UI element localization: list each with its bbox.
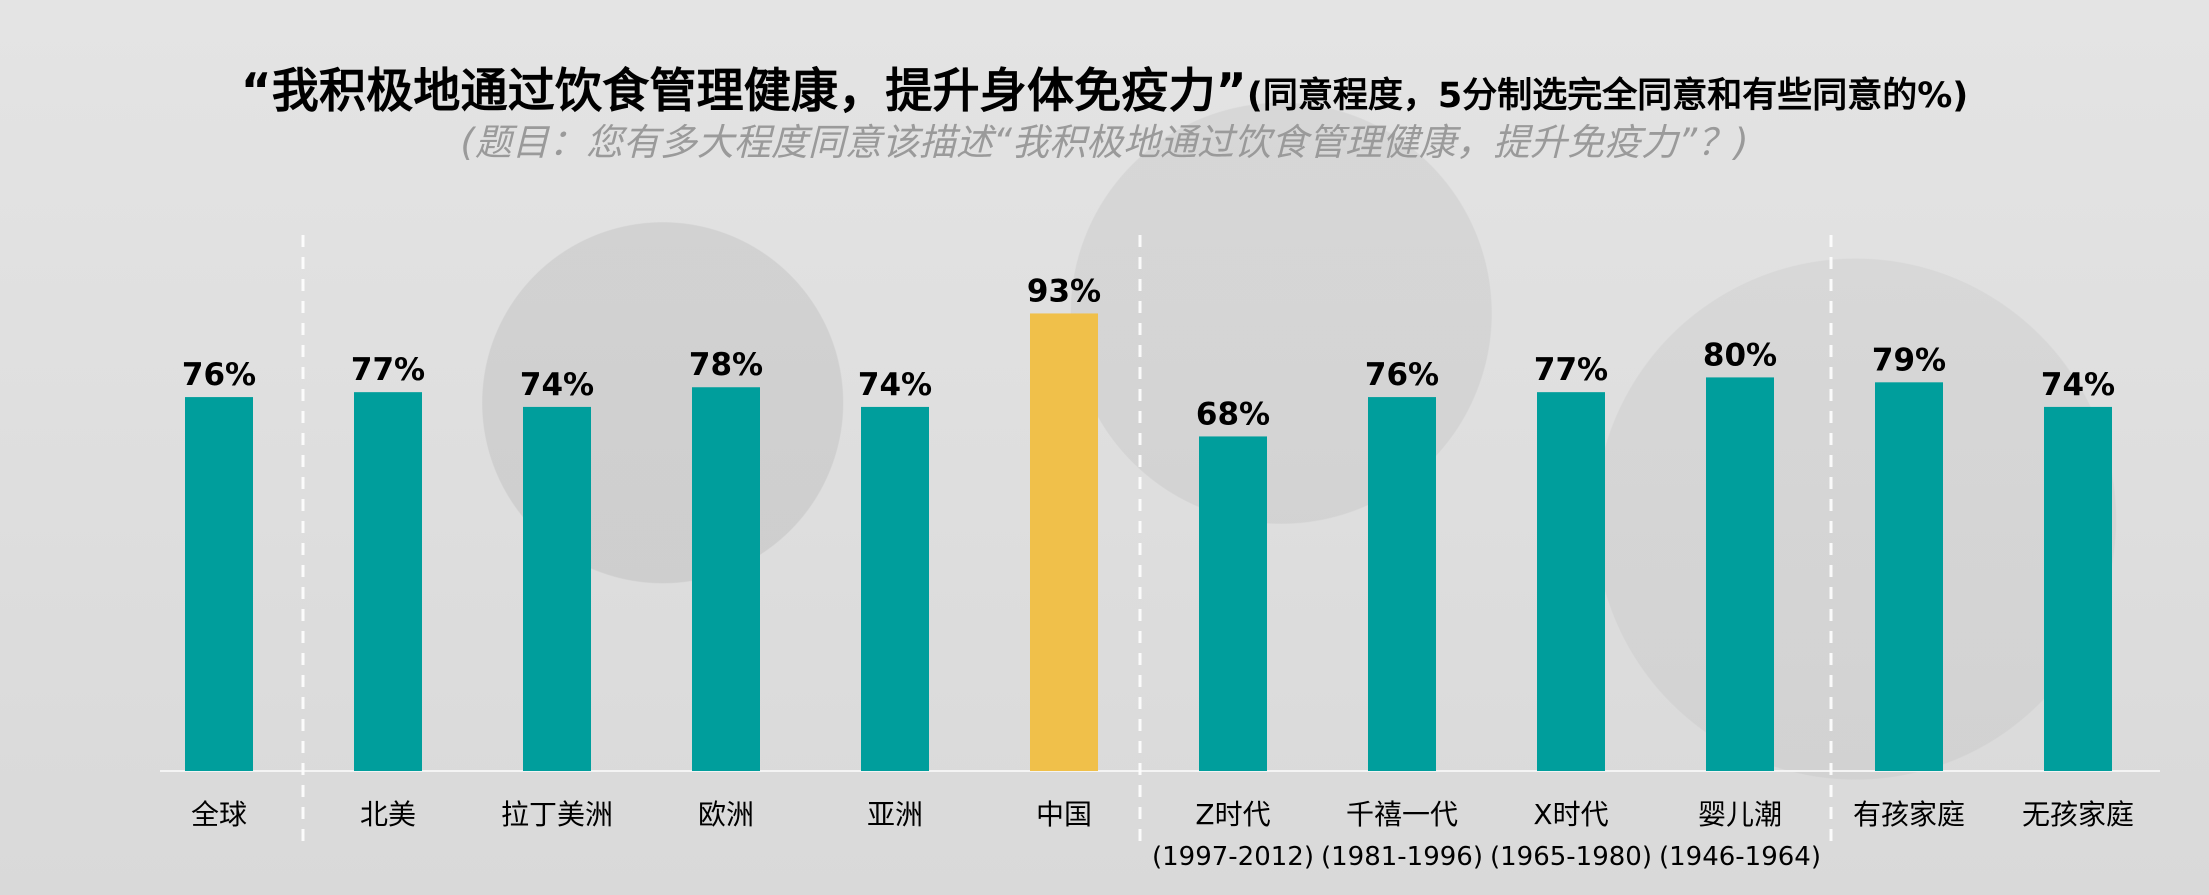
bar-8 [1368,397,1436,771]
bar-value-label-5: 74% [858,367,932,403]
category-sublabel-8: (1981-1996) [1321,842,1483,872]
category-label-1: 全球 [191,798,247,831]
category-label-10: 婴儿潮 [1698,798,1782,831]
bar-1 [185,397,253,771]
category-label-9: X时代 [1533,798,1608,831]
bar-value-label-10: 80% [1703,337,1777,373]
chart-title: “我积极地通过饮食管理健康，提升身体免疫力”(同意程度，5分制选完全同意和有些同… [0,52,2209,121]
category-sublabel-7: (1997-2012) [1152,842,1314,872]
category-label-4: 欧洲 [698,798,754,831]
bar-value-label-3: 74% [520,367,594,403]
category-label-11: 有孩家庭 [1853,798,1965,831]
chart-title-note: (同意程度，5分制选完全同意和有些同意的%) [1246,76,1969,116]
bar-value-label-4: 78% [689,347,763,383]
category-label-2: 北美 [360,798,416,831]
bar-value-label-9: 77% [1534,352,1608,388]
bar-value-label-12: 74% [2041,367,2115,403]
bar-6 [1030,313,1098,771]
category-label-8: 千禧一代 [1346,798,1458,831]
bar-7 [1199,436,1267,771]
category-label-6: 中国 [1036,798,1092,831]
bar-value-label-11: 79% [1872,342,1946,378]
bar-value-label-6: 93% [1027,273,1101,309]
bar-value-label-7: 68% [1196,396,1270,432]
bar-12 [2044,406,2112,771]
bar-5 [861,406,929,771]
category-label-5: 亚洲 [867,798,923,831]
category-label-7: Z时代 [1195,798,1270,831]
bar-value-label-8: 76% [1365,357,1439,393]
chart-subtitle: (题目：您有多大程度同意该描述“我积极地通过饮食管理健康，提升免疫力”？) [460,121,1749,164]
bar-value-label-2: 77% [351,352,425,388]
bar-9 [1537,392,1605,771]
chart-title-main: “我积极地通过饮食管理健康，提升身体免疫力” [240,64,1247,119]
bar-4 [692,387,760,771]
bar-11 [1875,382,1943,771]
bar-value-label-1: 76% [182,357,256,393]
category-sublabel-10: (1946-1964) [1659,842,1821,872]
category-label-3: 拉丁美洲 [501,798,613,831]
bar-10 [1706,377,1774,771]
category-label-12: 无孩家庭 [2022,798,2134,831]
category-sublabel-9: (1965-1980) [1490,842,1652,872]
bar-2 [354,392,422,771]
bar-3 [523,406,591,771]
